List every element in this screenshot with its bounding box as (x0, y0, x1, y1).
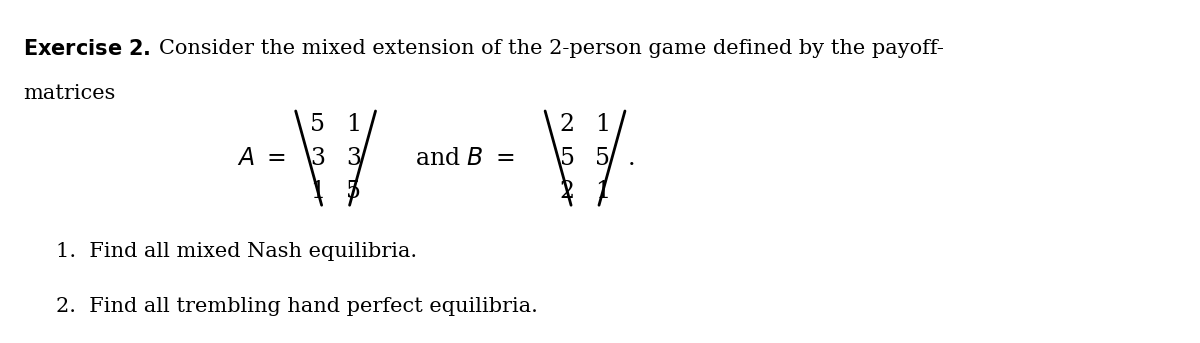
Text: matrices: matrices (23, 84, 115, 103)
Text: 1: 1 (595, 113, 611, 136)
Text: 1.  Find all mixed Nash equilibria.: 1. Find all mixed Nash equilibria. (56, 243, 418, 261)
Text: 1: 1 (310, 180, 325, 203)
Text: 2: 2 (559, 180, 575, 203)
Text: $A\ =$: $A\ =$ (236, 146, 286, 169)
Text: 5: 5 (595, 146, 611, 169)
Text: 1: 1 (346, 113, 361, 136)
Text: 2: 2 (559, 113, 575, 136)
Text: 3: 3 (310, 146, 325, 169)
Text: .: . (628, 146, 636, 169)
Text: 3: 3 (346, 146, 361, 169)
Text: 1: 1 (595, 180, 611, 203)
Text: Consider the mixed extension of the 2-person game defined by the payoff-: Consider the mixed extension of the 2-pe… (160, 39, 944, 58)
Text: $\mathbf{Exercise\ 2.}$: $\mathbf{Exercise\ 2.}$ (23, 39, 151, 59)
Text: and $B\ =$: and $B\ =$ (415, 146, 515, 169)
Text: 5: 5 (310, 113, 325, 136)
Text: 5: 5 (559, 146, 575, 169)
Text: 2.  Find all trembling hand perfect equilibria.: 2. Find all trembling hand perfect equil… (56, 297, 538, 316)
Text: 5: 5 (346, 180, 361, 203)
